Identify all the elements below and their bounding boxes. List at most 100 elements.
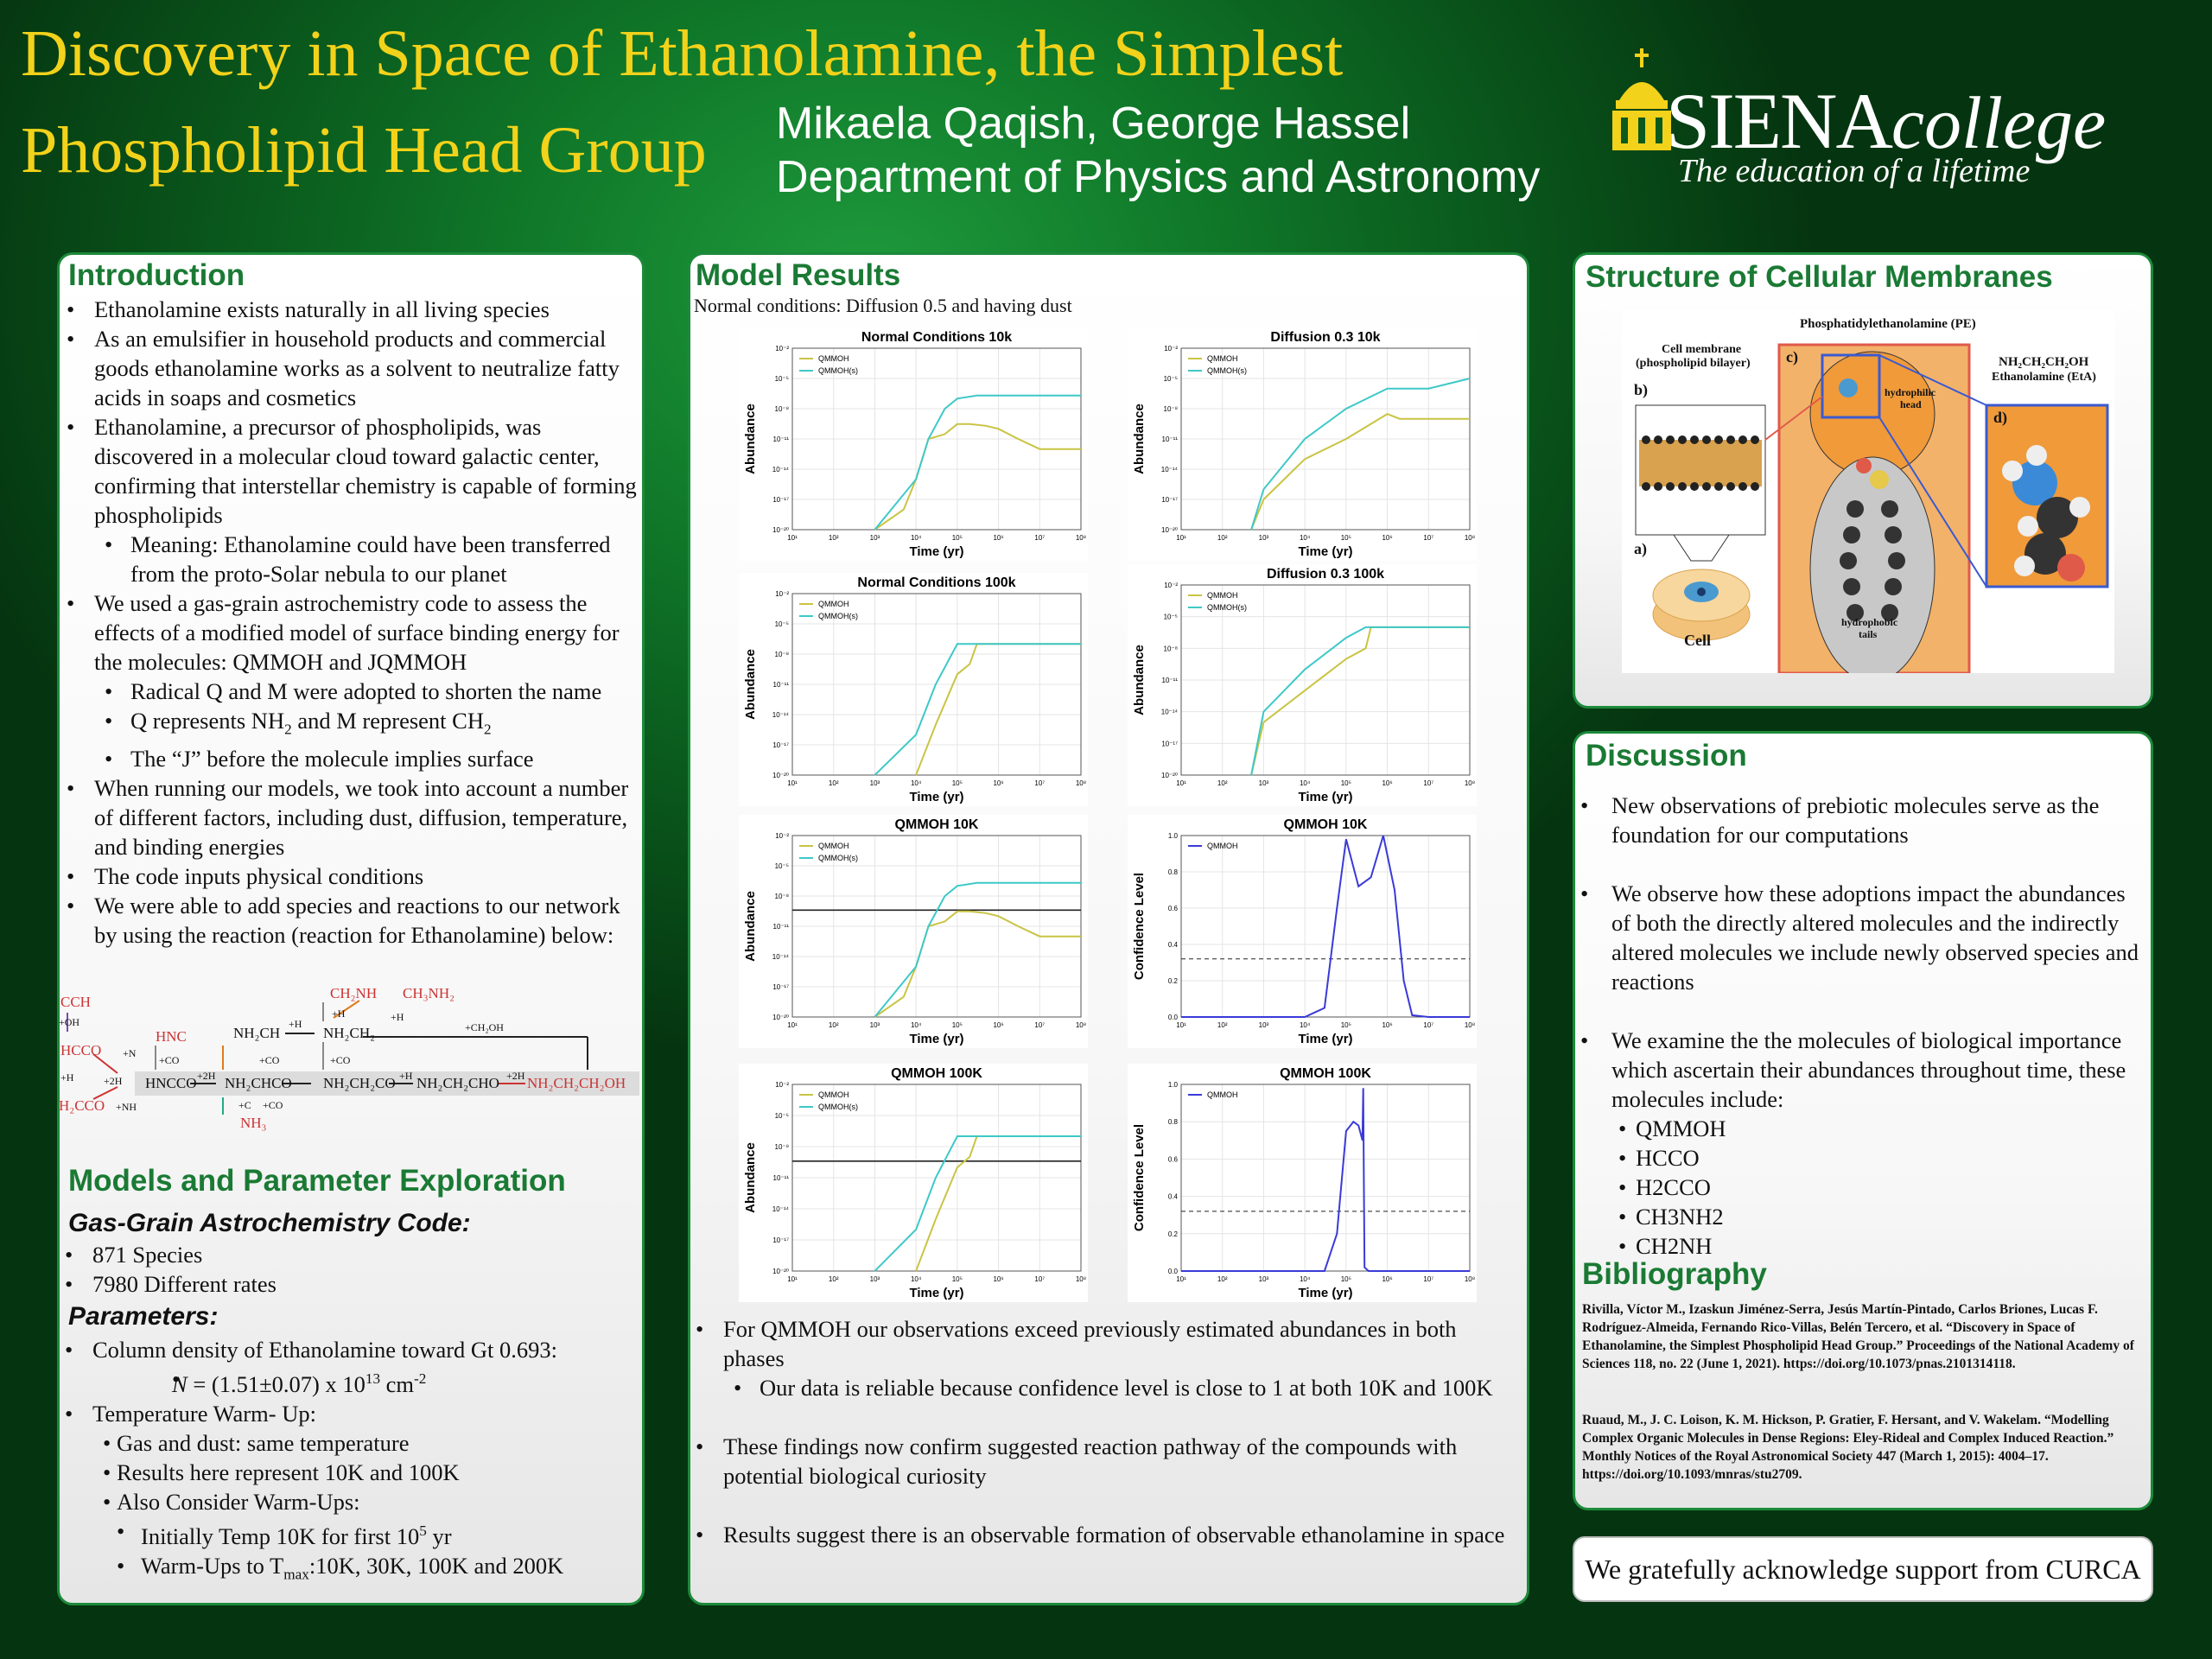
reagent-co: +CO: [159, 1054, 180, 1066]
x-tick-label: 10¹: [787, 779, 798, 787]
code-heading: Gas-Grain Astrochemistry Code:: [68, 1209, 471, 1237]
series-line: [874, 910, 1081, 1018]
series-line: [874, 423, 1081, 531]
species-count: 871 Species: [60, 1240, 639, 1269]
plot-frame: [1180, 1084, 1471, 1272]
species-hncco: HNCCO: [145, 1075, 197, 1091]
authors-block: Mikaela Qaqish, George Hassel Department…: [776, 97, 1540, 204]
warmup-sub: Results here represent 10K and 100K: [60, 1458, 639, 1487]
results-panel: Model Results Normal conditions: Diffusi…: [688, 252, 1529, 1605]
warmup-sub: Gas and dust: same temperature: [60, 1428, 639, 1458]
plot-frame: [791, 1084, 1082, 1272]
panel-d-label: d): [1993, 409, 2008, 426]
discussion-heading: Discussion: [1586, 739, 1747, 772]
x-tick-label: 10¹: [787, 1275, 798, 1283]
species-nh2ch: NH₂CH: [233, 1025, 281, 1041]
plot-frame: [1180, 584, 1471, 776]
y-tick-label: 10⁻¹¹: [773, 435, 790, 443]
legend-label: QMMOH(s): [818, 1103, 858, 1111]
x-tick-label: 10⁶: [993, 1021, 1003, 1029]
species-nh2ch2: NH₂CH₂: [323, 1025, 376, 1041]
intro-bullet: As an emulsifier in household products a…: [61, 324, 640, 412]
reagent-h-d: +H: [391, 1011, 404, 1023]
molecule-item: HCCO: [1575, 1143, 2149, 1173]
chart-title: QMMOH 100K: [891, 1066, 982, 1081]
discussion-bullet: New observations of prebiotic molecules …: [1575, 791, 2149, 849]
head-label-2: head: [1900, 398, 1922, 410]
molecule-item: CH2NH: [1575, 1231, 2149, 1261]
species-hcco: HCCO: [60, 1042, 102, 1058]
x-tick-label: 10⁷: [1423, 534, 1433, 542]
y-tick-label: 10⁻²⁰: [772, 1014, 789, 1021]
molecule-item: CH3NH2: [1575, 1202, 2149, 1231]
reagent-ch2oh: +CH₂OH: [465, 1021, 504, 1033]
x-tick-label: 10⁶: [1382, 779, 1392, 787]
y-tick-label: 10⁻¹⁷: [1161, 496, 1178, 504]
cell-membrane-label: Cell membrane: [1662, 343, 1742, 356]
bilayer-label: (phospholipid bilayer): [1636, 357, 1751, 370]
pe-label: Phosphatidylethanolamine (PE): [1800, 317, 1976, 331]
legend-label: QMMOH: [1207, 591, 1238, 600]
dome-icon: [1612, 48, 1671, 150]
membrane-heading: Structure of Cellular Membranes: [1586, 260, 2053, 294]
y-tick-label: 10⁻⁵: [775, 620, 789, 628]
y-tick-label: 10⁻⁵: [775, 862, 789, 870]
department: Department of Physics and Astronomy: [776, 152, 1541, 202]
x-tick-label: 10⁸: [1465, 534, 1475, 542]
x-tick-label: 10⁴: [1300, 1021, 1311, 1029]
y-axis-label: Confidence Level: [1132, 873, 1147, 980]
reaction-diagram: CCH +OH HCCO +N +H +2H H₂CCO +NH HNC +CO…: [59, 976, 639, 1131]
x-tick-label: 10⁸: [1465, 779, 1475, 787]
poster-title: Discovery in Space of Ethanolamine, the …: [21, 5, 1343, 199]
logo-tagline: The education of a lifetime: [1678, 153, 2031, 189]
y-tick-label: 10⁻⁸: [775, 893, 790, 900]
legend-label: QMMOH(s): [818, 854, 858, 862]
y-axis-label: Abundance: [743, 891, 758, 962]
plot-frame: [1180, 347, 1471, 531]
head-label: hydrophilic: [1885, 386, 1936, 398]
legend-label: QMMOH: [818, 354, 849, 363]
y-tick-label: 10⁻¹¹: [1162, 435, 1179, 443]
tails-label-2: tails: [1859, 628, 1878, 640]
x-tick-label: 10⁴: [1300, 534, 1311, 542]
intro-bullet: We were able to add species and reaction…: [61, 891, 640, 950]
species-h2cco: H₂CCO: [59, 1097, 105, 1114]
molecule-item: QMMOH: [1575, 1114, 2149, 1143]
y-tick-label: 0.8: [1168, 1118, 1179, 1126]
chart-title: Normal Conditions 100k: [857, 575, 1015, 590]
x-tick-label: 10²: [1217, 1021, 1228, 1029]
y-axis-label: Abundance: [743, 649, 758, 720]
intro-bullet: We used a gas-grain astrochemistry code …: [61, 588, 640, 677]
x-axis-label: Time (yr): [909, 790, 963, 804]
discussion-panel: Discussion New observations of prebiotic…: [1573, 731, 2153, 1510]
intro-bullet: The code inputs physical conditions: [61, 861, 640, 891]
y-tick-label: 1.0: [1168, 1081, 1179, 1089]
chart-0: Normal Conditions 10k 10¹ 10² 10³ 10⁴ 10⁵ 10⁶ 1…: [739, 327, 1088, 561]
y-tick-label: 0.2: [1168, 977, 1179, 985]
chart-7: QMMOH 100K 10¹ 10² 10³ 10⁴ 10⁵ 10⁶ 10⁷ 10⁸ 0.0 0.2…: [1128, 1064, 1477, 1302]
x-tick-label: 10¹: [1176, 779, 1186, 787]
x-tick-label: 10⁶: [1382, 1275, 1392, 1283]
y-tick-label: 0.0: [1168, 1268, 1179, 1275]
column-density-value: N = (1.51±0.07) x 1013 cm-2: [60, 1364, 639, 1399]
y-tick-label: 10⁻¹⁷: [772, 983, 789, 991]
reagent-2h-c: +2H: [506, 1070, 525, 1082]
legend-label: QMMOH: [1207, 354, 1238, 363]
series-line: [1250, 626, 1470, 776]
title-line-2: Phospholipid Head Group: [21, 114, 707, 187]
legend-label: QMMOH(s): [1207, 603, 1247, 612]
y-tick-label: 10⁻²⁰: [1161, 526, 1178, 534]
reagent-co-c: +CO: [259, 1054, 280, 1066]
x-tick-label: 10⁸: [1076, 534, 1086, 542]
params-heading: Parameters:: [68, 1302, 219, 1331]
y-tick-label: 10⁻¹⁷: [772, 1236, 789, 1244]
x-tick-label: 10³: [1259, 1275, 1269, 1283]
y-tick-label: 10⁻⁸: [1164, 645, 1179, 652]
y-tick-label: 10⁻²: [775, 590, 789, 598]
x-tick-label: 10²: [1217, 1275, 1228, 1283]
y-tick-label: 10⁻⁸: [775, 405, 790, 413]
species-nh2ch2cho: NH₂CH₂CHO: [416, 1075, 499, 1091]
y-tick-label: 10⁻²⁰: [772, 1268, 789, 1275]
y-tick-label: 10⁻²: [1164, 345, 1178, 353]
y-tick-label: 10⁻⁸: [775, 651, 790, 658]
